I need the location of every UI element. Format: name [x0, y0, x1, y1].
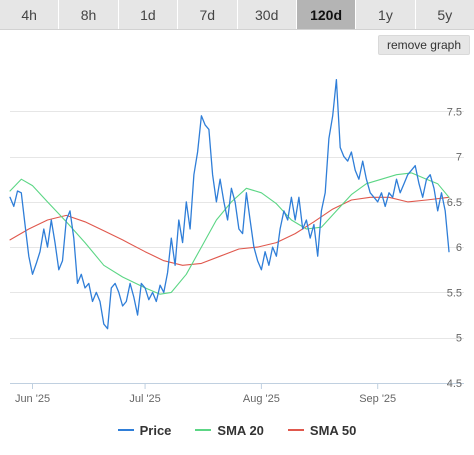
y-tick-label-3: 6 [456, 242, 462, 254]
timeframe-tabs: 4h 8h 1d 7d 30d 120d 1y 5y [0, 0, 474, 30]
y-tick-label-1: 5 [456, 333, 462, 345]
x-tick-label-2: Aug '25 [243, 393, 280, 405]
legend-label-sma20: SMA 20 [217, 422, 264, 438]
legend-item-price[interactable]: Price [117, 422, 172, 438]
y-tick-label-2: 5.5 [447, 287, 462, 299]
legend-item-sma50[interactable]: SMA 50 [287, 422, 357, 438]
tab-30d[interactable]: 30d [238, 0, 297, 29]
tab-8h[interactable]: 8h [59, 0, 119, 29]
legend-swatch-sma20 [195, 429, 212, 431]
legend-swatch-price [117, 429, 134, 431]
x-tick-label-0: Jun '25 [15, 393, 50, 405]
y-tick-label-0: 4.5 [447, 378, 462, 390]
x-tick-label-1: Jul '25 [129, 393, 160, 405]
x-tick-label-3: Sep '25 [359, 393, 396, 405]
legend-label-price: Price [139, 422, 172, 438]
tab-120d[interactable]: 120d [296, 0, 357, 29]
tab-7d[interactable]: 7d [178, 0, 238, 29]
price-chart: 4.5 5 5.5 6 6.5 7 7.5 Jun '25 Jul '25 Aug '25 Sep … [9, 78, 464, 405]
legend-label-sma50: SMA 50 [309, 422, 357, 438]
legend-swatch-sma50 [287, 429, 304, 431]
y-tick-label-4: 6.5 [447, 197, 462, 209]
remove-graph-button[interactable]: remove graph [377, 35, 470, 55]
series-line-price [9, 78, 450, 330]
tab-1d[interactable]: 1d [119, 0, 179, 29]
tab-5y[interactable]: 5y [437, 6, 453, 23]
legend-item-sma20[interactable]: SMA 20 [195, 422, 264, 438]
y-tick-label-6: 7.5 [447, 106, 462, 118]
chart-legend: Price SMA 20 SMA 50 [0, 420, 474, 440]
y-tick-label-5: 7 [456, 152, 462, 164]
tab-4h[interactable]: 4h [0, 0, 60, 29]
series-line-sma-20 [9, 172, 450, 295]
tab-1y[interactable]: 1y [356, 0, 416, 29]
